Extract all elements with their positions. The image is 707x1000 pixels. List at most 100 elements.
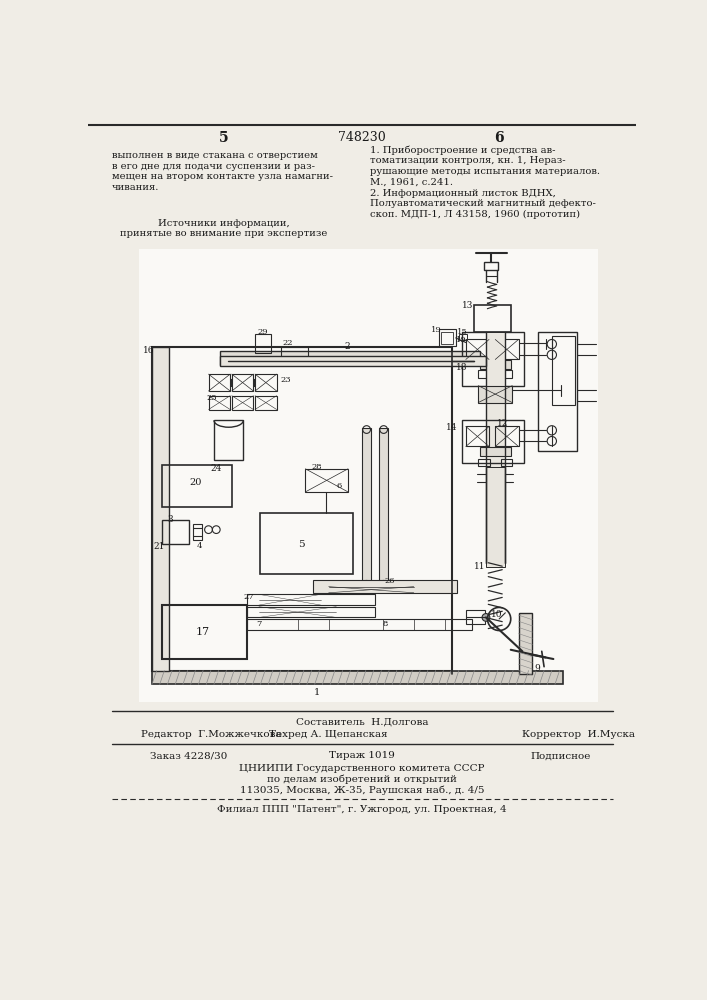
- Text: Составитель  Н.Долгова: Составитель Н.Долгова: [296, 718, 428, 727]
- Text: 4: 4: [197, 542, 202, 550]
- Bar: [162, 465, 232, 507]
- Bar: [152, 347, 452, 671]
- Text: 27: 27: [243, 593, 254, 601]
- Text: 22: 22: [282, 339, 293, 347]
- Text: 5: 5: [219, 131, 229, 145]
- Bar: [139, 249, 597, 702]
- Text: принятые во внимание при экспертизе: принятые во внимание при экспертизе: [120, 229, 327, 238]
- Bar: [478, 386, 513, 403]
- Text: Редактор  Г.Можжечкова: Редактор Г.Можжечкова: [141, 730, 281, 739]
- Text: 1: 1: [314, 688, 320, 697]
- Text: Полуавтоматический магнитный дефекто-: Полуавтоматический магнитный дефекто-: [370, 199, 595, 208]
- Bar: [466, 339, 489, 359]
- Text: чивания.: чивания.: [112, 183, 159, 192]
- Bar: [478, 459, 490, 466]
- Bar: [466, 426, 489, 446]
- Bar: [209, 374, 230, 391]
- Bar: [462, 420, 524, 463]
- Bar: [220, 351, 480, 365]
- Text: 9: 9: [534, 664, 539, 673]
- Bar: [480, 447, 510, 456]
- Bar: [247, 594, 375, 605]
- Text: 14: 14: [446, 423, 458, 432]
- Bar: [441, 332, 453, 344]
- Text: скоп. МДП-1, Л 43158, 1960 (прототип): скоп. МДП-1, Л 43158, 1960 (прототип): [370, 210, 580, 219]
- Text: 19: 19: [456, 336, 467, 344]
- Bar: [247, 607, 375, 617]
- Bar: [362, 428, 371, 586]
- Bar: [162, 520, 189, 544]
- Text: 2: 2: [344, 342, 350, 351]
- Bar: [220, 356, 486, 366]
- Text: 21: 21: [153, 542, 165, 551]
- Bar: [495, 426, 518, 446]
- Text: 6: 6: [494, 131, 504, 145]
- Text: Подписное: Подписное: [530, 751, 590, 760]
- Text: по делам изобретений и открытий: по делам изобретений и открытий: [267, 774, 457, 784]
- Bar: [305, 469, 348, 492]
- Text: 1. Приборостроение и средства ав-: 1. Приборостроение и средства ав-: [370, 145, 555, 155]
- Bar: [152, 671, 563, 684]
- Bar: [466, 610, 485, 624]
- Text: 12: 12: [497, 419, 508, 428]
- Bar: [518, 613, 532, 674]
- Text: выполнен в виде стакана с отверстием: выполнен в виде стакана с отверстием: [112, 151, 317, 160]
- Bar: [255, 334, 271, 353]
- Text: ЦНИИПИ Государственного комитета СССР: ЦНИИПИ Государственного комитета СССР: [239, 764, 485, 773]
- Text: Источники информации,: Источники информации,: [158, 219, 290, 228]
- Text: 18: 18: [456, 363, 467, 372]
- Text: 10: 10: [491, 610, 503, 619]
- Bar: [462, 332, 524, 386]
- Text: Филиал ППП "Патент", г. Ужгород, ул. Проектная, 4: Филиал ППП "Патент", г. Ужгород, ул. Про…: [217, 805, 507, 814]
- Bar: [255, 374, 276, 391]
- Bar: [152, 347, 169, 671]
- Text: 19: 19: [431, 326, 442, 334]
- Bar: [247, 619, 472, 630]
- Bar: [193, 524, 202, 540]
- Bar: [209, 396, 230, 410]
- Text: 11: 11: [474, 562, 486, 571]
- Text: мещен на втором контакте узла намагни-: мещен на втором контакте узла намагни-: [112, 172, 332, 181]
- Text: 13: 13: [462, 301, 473, 310]
- Text: 113035, Москва, Ж-35, Раушская наб., д. 4/5: 113035, Москва, Ж-35, Раушская наб., д. …: [240, 785, 484, 795]
- Bar: [501, 459, 513, 466]
- Text: 24: 24: [211, 464, 222, 473]
- Bar: [459, 334, 467, 340]
- Bar: [438, 329, 456, 346]
- Bar: [162, 605, 247, 659]
- Bar: [281, 347, 308, 361]
- Text: 17: 17: [196, 627, 210, 637]
- Text: 8: 8: [383, 620, 388, 629]
- Bar: [484, 262, 498, 270]
- Bar: [486, 332, 505, 563]
- Text: 5: 5: [298, 540, 305, 549]
- Text: 2. Информационный листок ВДНХ,: 2. Информационный листок ВДНХ,: [370, 189, 556, 198]
- Text: 26: 26: [385, 577, 395, 585]
- Text: М., 1961, с.241.: М., 1961, с.241.: [370, 178, 452, 187]
- Text: 28: 28: [312, 463, 322, 471]
- Bar: [214, 420, 243, 460]
- Bar: [313, 580, 457, 593]
- Circle shape: [482, 614, 490, 621]
- Text: 29: 29: [257, 328, 268, 336]
- Text: Корректор  И.Муска: Корректор И.Муска: [522, 730, 636, 739]
- Bar: [260, 513, 354, 574]
- Bar: [480, 360, 510, 369]
- Bar: [379, 428, 388, 586]
- Text: 7: 7: [256, 620, 261, 629]
- Text: 3: 3: [168, 515, 173, 524]
- Bar: [232, 396, 253, 410]
- Text: Техред А. Щепанская: Техред А. Щепанская: [269, 730, 388, 739]
- Text: 25: 25: [207, 394, 218, 402]
- Bar: [486, 466, 505, 567]
- Text: 20: 20: [189, 478, 201, 487]
- Text: в его дне для подачи суспензии и раз-: в его дне для подачи суспензии и раз-: [112, 162, 315, 171]
- Bar: [478, 370, 490, 378]
- Bar: [232, 374, 253, 391]
- Bar: [474, 305, 510, 332]
- Text: Тираж 1019: Тираж 1019: [329, 751, 395, 760]
- Bar: [501, 370, 513, 378]
- Text: 15: 15: [457, 328, 468, 336]
- Bar: [538, 332, 577, 451]
- Bar: [495, 339, 518, 359]
